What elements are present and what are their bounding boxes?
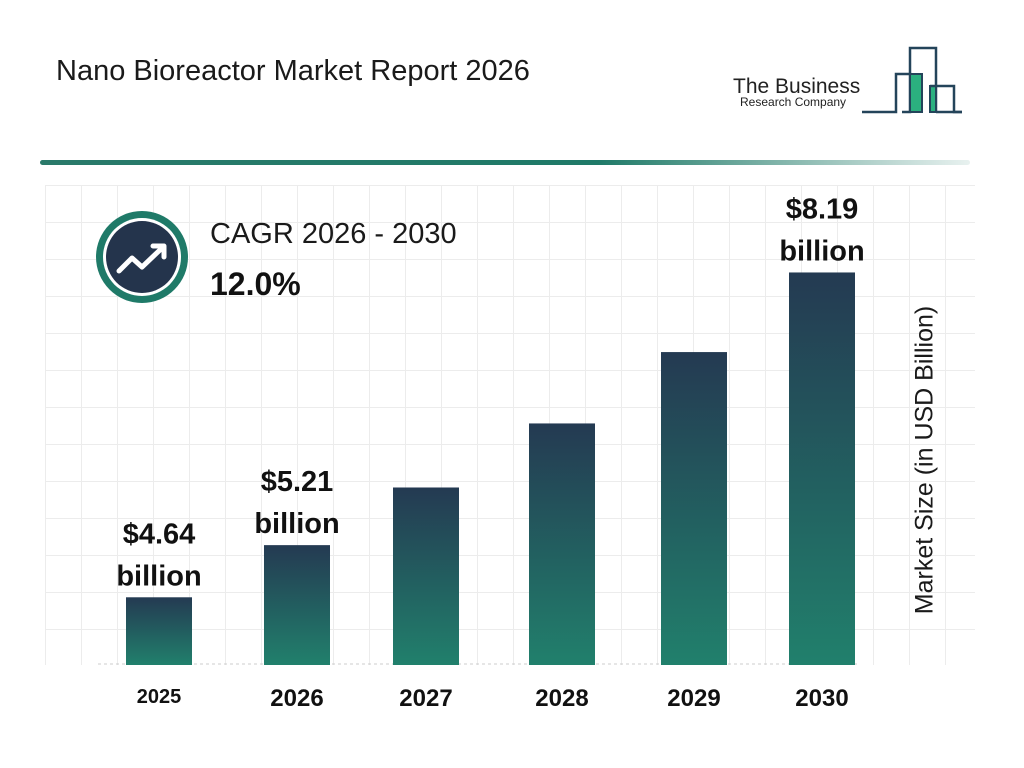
data-label: $5.21 xyxy=(261,466,334,498)
cagr-value: 12.0% xyxy=(210,266,301,302)
trend-up-icon xyxy=(96,211,188,303)
cagr-label: CAGR 2026 - 2030 xyxy=(210,218,457,250)
bar-2027 xyxy=(393,487,459,665)
data-label: billion xyxy=(116,560,201,592)
company-logo: The Business Research Company xyxy=(733,46,962,114)
page-title: Nano Bioreactor Market Report 2026 xyxy=(56,55,530,87)
data-label: billion xyxy=(779,235,864,267)
data-label: billion xyxy=(254,508,339,540)
bar-2026 xyxy=(264,545,330,665)
logo-text-line2: Research Company xyxy=(740,95,846,109)
bar-2030 xyxy=(789,272,855,665)
x-tick-label: 2027 xyxy=(399,685,452,712)
bar-2025 xyxy=(126,597,192,665)
header-divider xyxy=(40,160,970,165)
x-tick-label: 2028 xyxy=(535,685,588,712)
bar-2029 xyxy=(661,352,727,665)
logo-text-line1: The Business xyxy=(733,75,860,98)
x-tick-label: 2029 xyxy=(667,685,720,712)
x-tick-label: 2025 xyxy=(137,686,182,708)
x-tick-label: 2026 xyxy=(270,685,323,712)
data-label: $4.64 xyxy=(123,518,196,550)
y-axis-label: Market Size (in USD Billion) xyxy=(910,305,939,615)
data-label: $8.19 xyxy=(786,193,859,225)
bar-2028 xyxy=(529,423,595,665)
x-tick-label: 2030 xyxy=(795,685,848,712)
